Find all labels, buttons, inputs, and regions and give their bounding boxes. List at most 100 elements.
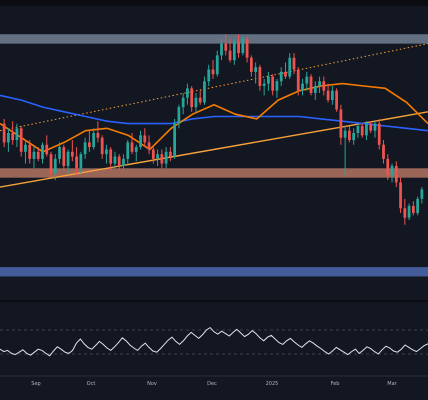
candle (79, 151, 83, 173)
candle (215, 50, 219, 77)
candle (7, 128, 10, 152)
candle-body (87, 142, 91, 148)
candle-body (394, 165, 398, 183)
upper-dotted-trendline (0, 43, 428, 132)
candle (203, 76, 206, 105)
candle-body (62, 147, 66, 166)
candle (62, 144, 66, 171)
candle-body (254, 67, 258, 72)
candle-body (28, 144, 32, 159)
candle-body (309, 76, 313, 94)
candle-body (198, 97, 202, 103)
candle (2, 118, 6, 148)
candle (177, 104, 181, 129)
candle-body (390, 165, 394, 176)
candle (382, 140, 385, 164)
candle (416, 196, 419, 216)
candle-body (249, 57, 253, 72)
candle (160, 149, 164, 169)
x-axis-tick-label: 2025 (266, 381, 279, 387)
candle-body (305, 76, 309, 84)
candle (267, 71, 270, 91)
candle (411, 201, 415, 216)
candle-body (83, 142, 87, 155)
candle (70, 140, 74, 162)
candle-body (407, 205, 411, 218)
candle (249, 55, 253, 77)
candle-body (186, 88, 189, 98)
candle (305, 71, 309, 91)
lower-trendline (0, 111, 428, 188)
candle (190, 85, 194, 112)
candle-body (92, 133, 96, 148)
candle-body (232, 41, 236, 61)
x-axis-tick-label: Sep (31, 381, 40, 387)
candle-body (117, 156, 121, 166)
candle-body (245, 38, 249, 58)
candle-body (2, 123, 6, 143)
candle (288, 53, 292, 79)
candle-body (41, 144, 44, 159)
candle (198, 90, 202, 105)
candle (232, 38, 236, 65)
candle-body (279, 71, 283, 82)
candle (407, 203, 411, 221)
candle-body (151, 149, 155, 159)
trendlines-layer (0, 43, 428, 188)
oscillator-layer (0, 326, 428, 357)
candle (168, 147, 172, 162)
candle (228, 38, 232, 63)
candle-body (181, 97, 185, 108)
candle (279, 67, 283, 86)
candle (245, 36, 249, 63)
candle (241, 36, 245, 56)
candle-body (211, 69, 215, 75)
candle (220, 38, 223, 61)
candle (126, 140, 130, 164)
candle-body (15, 128, 19, 141)
candle-body (420, 189, 424, 199)
x-axis-tick-label: Feb (331, 381, 340, 387)
candle-body (168, 151, 172, 157)
candle (313, 81, 317, 101)
candle-body (224, 43, 228, 51)
candle-body (416, 198, 419, 213)
candle-body (130, 142, 134, 152)
candle (66, 149, 70, 173)
candle (343, 125, 347, 176)
candle-body (360, 125, 364, 136)
candle-body (24, 144, 27, 152)
candle (322, 76, 326, 96)
candle-body (403, 208, 407, 218)
candle (130, 133, 134, 155)
candle (96, 121, 100, 143)
candle-body (411, 205, 415, 213)
candle (365, 121, 368, 141)
moving-averages-layer (0, 82, 428, 153)
candle (386, 154, 390, 181)
candle (156, 149, 159, 166)
candle (49, 151, 53, 178)
candle (420, 187, 424, 204)
candle-body (156, 154, 159, 159)
candle (53, 154, 57, 181)
candle (352, 128, 356, 145)
candle-body (96, 133, 100, 138)
candle-body (105, 149, 108, 155)
candle-body (53, 158, 57, 173)
candle-body (70, 151, 74, 157)
candle-body (79, 154, 83, 169)
candle-body (267, 76, 270, 84)
candle-body (318, 81, 321, 86)
candle (83, 137, 87, 159)
candle (207, 64, 211, 86)
candle-body (177, 107, 181, 124)
candle-body (343, 130, 347, 138)
candle (360, 123, 364, 138)
candles-layer (2, 34, 424, 225)
candle-body (356, 125, 360, 134)
candle (373, 121, 377, 138)
candle-body (147, 142, 151, 150)
